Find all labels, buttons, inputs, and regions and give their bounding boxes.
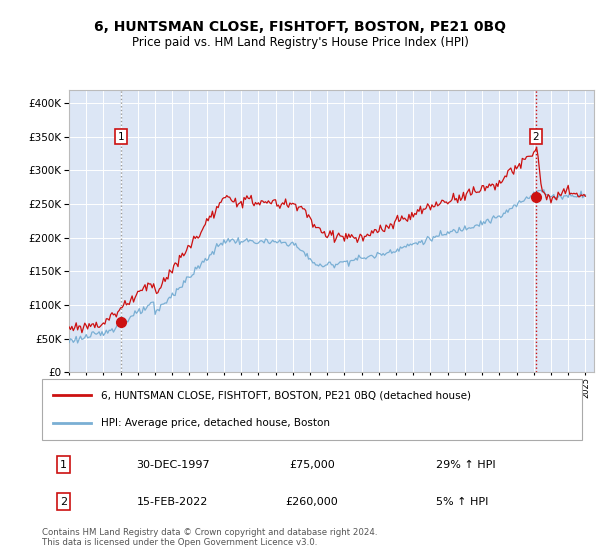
Text: 6, HUNTSMAN CLOSE, FISHTOFT, BOSTON, PE21 0BQ: 6, HUNTSMAN CLOSE, FISHTOFT, BOSTON, PE2… xyxy=(94,20,506,34)
Text: 30-DEC-1997: 30-DEC-1997 xyxy=(137,460,210,470)
Text: 2: 2 xyxy=(533,132,539,142)
Text: HPI: Average price, detached house, Boston: HPI: Average price, detached house, Bost… xyxy=(101,418,331,428)
Text: £260,000: £260,000 xyxy=(286,497,338,507)
Text: 6, HUNTSMAN CLOSE, FISHTOFT, BOSTON, PE21 0BQ (detached house): 6, HUNTSMAN CLOSE, FISHTOFT, BOSTON, PE2… xyxy=(101,390,472,400)
Text: 5% ↑ HPI: 5% ↑ HPI xyxy=(436,497,488,507)
Text: Price paid vs. HM Land Registry's House Price Index (HPI): Price paid vs. HM Land Registry's House … xyxy=(131,36,469,49)
Text: Contains HM Land Registry data © Crown copyright and database right 2024.
This d: Contains HM Land Registry data © Crown c… xyxy=(42,528,377,547)
Text: £75,000: £75,000 xyxy=(289,460,335,470)
Text: 2: 2 xyxy=(60,497,67,507)
Text: 29% ↑ HPI: 29% ↑ HPI xyxy=(436,460,496,470)
Text: 1: 1 xyxy=(60,460,67,470)
Text: 15-FEB-2022: 15-FEB-2022 xyxy=(137,497,208,507)
Text: 1: 1 xyxy=(118,132,124,142)
